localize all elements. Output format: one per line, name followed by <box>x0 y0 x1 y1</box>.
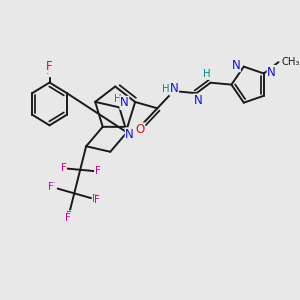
Text: F: F <box>92 194 98 204</box>
Text: F: F <box>65 213 71 223</box>
Text: H: H <box>114 94 122 104</box>
Text: F: F <box>66 211 71 221</box>
Text: F: F <box>94 167 100 176</box>
Text: N: N <box>267 65 276 79</box>
Text: F: F <box>50 182 56 192</box>
Text: H: H <box>203 69 211 80</box>
Text: F: F <box>61 163 66 173</box>
Text: N: N <box>125 128 134 141</box>
Text: N: N <box>170 82 178 95</box>
Text: F: F <box>46 64 53 76</box>
Text: F: F <box>48 182 54 192</box>
Text: F: F <box>46 60 53 73</box>
Text: F: F <box>60 163 66 173</box>
Text: CH₃: CH₃ <box>282 57 300 67</box>
Text: N: N <box>120 96 129 110</box>
Text: N: N <box>194 94 202 107</box>
Text: H: H <box>162 84 169 94</box>
Text: F: F <box>94 195 100 205</box>
Text: F: F <box>95 166 101 176</box>
Text: N: N <box>232 58 240 72</box>
Text: O: O <box>136 123 145 136</box>
